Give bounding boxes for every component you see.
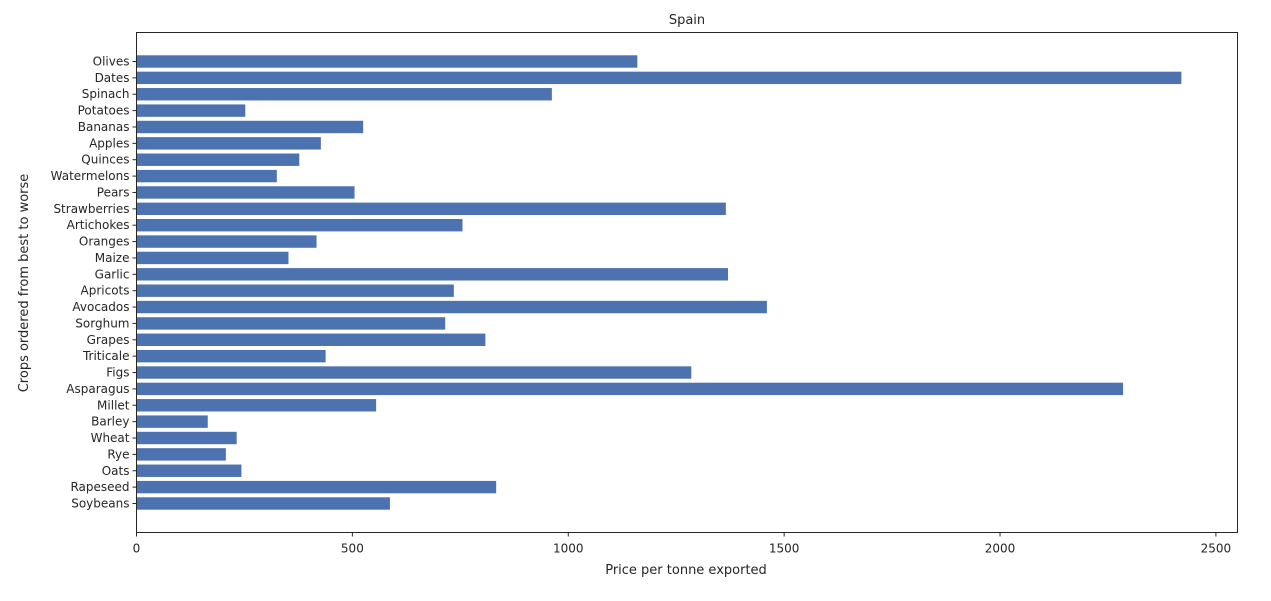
y-tick-label: Olives — [93, 55, 130, 69]
bar-sorghum — [136, 317, 446, 330]
y-tick-label: Grapes — [87, 333, 130, 347]
bar-oats — [136, 464, 242, 477]
bar-millet — [136, 399, 377, 412]
y-tick-label: Quinces — [81, 153, 129, 167]
bar-apples — [136, 137, 321, 150]
y-tick-label: Oranges — [79, 235, 130, 249]
y-tick-label: Asparagus — [66, 382, 129, 396]
y-tick-label: Avocados — [72, 300, 129, 314]
bar-rapeseed — [136, 480, 497, 494]
y-tick-label: Apples — [89, 136, 129, 150]
y-tick-label: Soybeans — [71, 496, 129, 510]
bar-avocados — [136, 300, 767, 314]
y-tick-label: Wheat — [91, 431, 130, 445]
chart-title: Spain — [669, 13, 705, 28]
bar-oranges — [136, 235, 317, 248]
y-tick-label: Rye — [107, 447, 129, 461]
x-tick-label: 1000 — [553, 542, 584, 556]
y-tick-label: Millet — [97, 398, 130, 412]
y-tick-label: Pears — [97, 185, 130, 199]
bar-soybeans — [136, 497, 390, 510]
bar-artichokes — [136, 219, 463, 232]
y-tick-label: Garlic — [95, 267, 130, 281]
x-axis-title: Price per tonne exported — [605, 563, 767, 578]
bar-maize — [136, 251, 289, 265]
bar-bananas — [136, 120, 364, 134]
bars-layer — [136, 55, 1182, 510]
y-axis-title: Crops ordered from best to worse — [17, 174, 32, 393]
plot-frame — [136, 32, 1238, 533]
bar-watermelons — [136, 169, 277, 183]
bar-rye — [136, 448, 226, 461]
y-tick-label: Barley — [91, 415, 129, 429]
y-axis: Olives Dates Spinach Potatoes Bananas Apples Q… — [51, 55, 137, 510]
bar-triticale — [136, 349, 326, 363]
bar-spinach — [136, 88, 552, 101]
y-tick-label: Maize — [95, 251, 130, 265]
y-tick-label: Dates — [95, 71, 130, 85]
bar-dates — [136, 71, 1182, 85]
bar-barley — [136, 415, 208, 428]
bar-olives — [136, 55, 638, 68]
y-tick-label: Sorghum — [75, 316, 129, 330]
bar-quinces — [136, 153, 300, 166]
bar-wheat — [136, 431, 237, 445]
bar-pears — [136, 186, 355, 199]
bar-asparagus — [136, 382, 1124, 396]
bar-strawberries — [136, 202, 726, 216]
y-tick-label: Artichokes — [67, 218, 130, 232]
y-tick-label: Strawberries — [53, 202, 129, 216]
x-tick-label: 1500 — [769, 542, 800, 556]
y-tick-label: Watermelons — [51, 169, 130, 183]
x-tick-label: 500 — [341, 542, 364, 556]
y-tick-label: Apricots — [81, 284, 130, 298]
y-tick-label: Potatoes — [78, 104, 130, 118]
bar-garlic — [136, 268, 729, 281]
y-tick-label: Figs — [106, 366, 129, 380]
y-tick-label: Spinach — [82, 87, 130, 101]
x-tick-label: 0 — [133, 542, 141, 556]
y-tick-label: Rapeseed — [70, 480, 129, 494]
x-tick-label: 2000 — [985, 542, 1016, 556]
bar-grapes — [136, 333, 486, 346]
x-tick-label: 2500 — [1201, 542, 1232, 556]
y-tick-label: Bananas — [78, 120, 130, 134]
bar-apricots — [136, 284, 454, 297]
bar-figs — [136, 366, 692, 379]
y-tick-label: Triticale — [82, 349, 130, 363]
y-tick-label: Oats — [102, 464, 130, 478]
x-axis: 0 500 1000 1500 2000 2500 — [133, 532, 1232, 556]
bar-potatoes — [136, 104, 246, 117]
